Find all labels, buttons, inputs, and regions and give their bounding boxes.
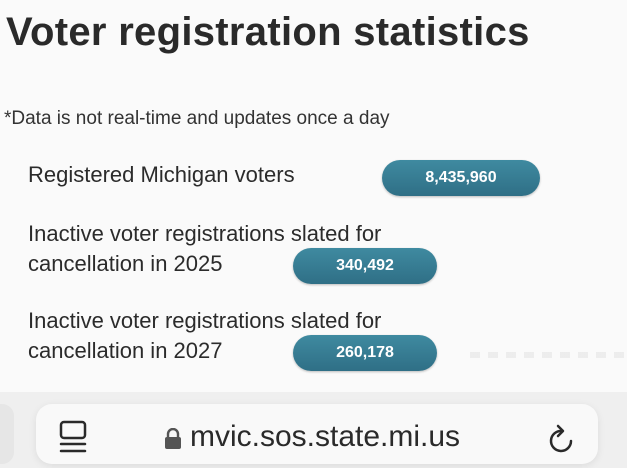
stat-label-registered-voters: Registered Michigan voters (28, 160, 295, 190)
stat-label-line: cancellation in 2025 (28, 251, 223, 276)
fade-divider (470, 352, 627, 358)
stat-value-cancellation-2025: 340,492 (293, 248, 437, 284)
stat-label-cancellation-2027: Inactive voter registrations slated for … (28, 306, 381, 366)
lock-icon (165, 428, 181, 449)
reload-icon[interactable] (548, 424, 576, 454)
toolbar-edge (0, 404, 14, 464)
data-update-note: *Data is not real-time and updates once … (4, 108, 390, 129)
tabs-icon[interactable] (58, 420, 88, 454)
page-title: Voter registration statistics (6, 10, 530, 54)
web-page: Voter registration statistics *Data is n… (4, 10, 627, 371)
stat-label-line: Inactive voter registrations slated for (28, 308, 382, 333)
address-bar[interactable] (36, 404, 598, 464)
stat-label-line: Registered Michigan voters (28, 162, 295, 187)
stat-label-cancellation-2025: Inactive voter registrations slated for … (28, 219, 381, 279)
url-text[interactable]: mvic.sos.state.mi.us (190, 420, 461, 453)
stat-label-line: cancellation in 2027 (28, 338, 223, 363)
stat-value-cancellation-2027: 260,178 (293, 335, 437, 371)
stat-value-registered-voters: 8,435,960 (382, 160, 540, 196)
stat-label-line: Inactive voter registrations slated for (28, 221, 382, 246)
